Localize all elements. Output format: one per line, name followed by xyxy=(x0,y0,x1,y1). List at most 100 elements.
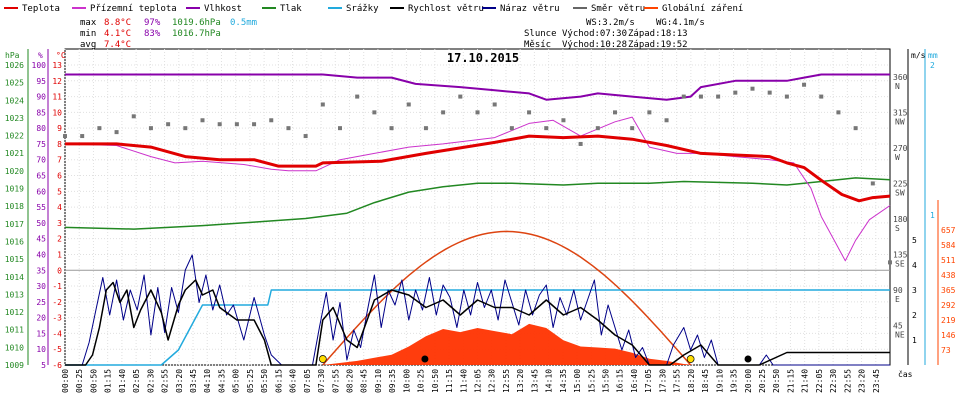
humidity-tick-label: 30 xyxy=(36,282,46,291)
wind-direction-point xyxy=(888,260,892,265)
time-tick-label: 14:35 xyxy=(559,369,568,393)
radiation-tick-label: 219 xyxy=(941,316,956,325)
grid xyxy=(64,49,890,366)
humidity-tick-label: 60 xyxy=(36,187,46,196)
time-tick-label: 18:45 xyxy=(701,369,710,393)
time-tick-label: 15:50 xyxy=(602,369,611,393)
time-tick-label: 22:30 xyxy=(829,369,838,393)
time-tick-label: 11:40 xyxy=(459,369,468,393)
info-moon-set: Západ:19:52 xyxy=(628,40,688,50)
wind-direction-point xyxy=(784,94,789,99)
wind-direction-point xyxy=(63,134,67,139)
humidity-tick-label: 75 xyxy=(36,140,46,149)
wind-direction-point xyxy=(750,86,755,91)
celsius-tick-label: -2 xyxy=(52,298,62,307)
legend-label: Rychlost větru xyxy=(408,4,484,14)
time-tick-label: 01:40 xyxy=(118,369,127,393)
humidity-tick-label: 40 xyxy=(36,250,46,259)
stats-min-temp: 4.1°C xyxy=(104,29,131,39)
rain-tick-label: 2 xyxy=(930,61,935,70)
time-tick-label: 10:00 xyxy=(402,369,411,393)
celsius-tick-label: 2 xyxy=(57,235,62,244)
moon-marker xyxy=(421,355,429,363)
celsius-tick-label: 8 xyxy=(57,140,62,149)
time-tick-label: 16:15 xyxy=(616,369,625,393)
direction-name-label: E xyxy=(895,295,900,304)
series-line-vlhkost xyxy=(65,73,890,101)
wind-direction-point xyxy=(441,110,446,115)
wind-direction-point xyxy=(80,134,85,139)
wind-direction-point xyxy=(114,130,119,135)
info-moon-rise: Východ:10:28 xyxy=(562,40,627,50)
wind-direction-point xyxy=(338,126,342,131)
series-line-sr-ky xyxy=(65,289,890,366)
stats-block: max 8.8°C 97% 1019.6hPa 0.5mm min 4.1°C … xyxy=(80,18,257,50)
humidity-tick-label: 85 xyxy=(36,108,46,117)
time-tick-label: 12:05 xyxy=(474,369,483,393)
wind-direction-point xyxy=(561,118,566,123)
info-sun-label: Slunce xyxy=(524,29,557,39)
direction-name-label: NW xyxy=(895,117,905,126)
series-line-n-raz-v-tru xyxy=(65,254,890,366)
wind-direction-point xyxy=(217,122,222,127)
celsius-tick-label: -3 xyxy=(52,314,62,323)
radiation-tick-label: 657 xyxy=(941,226,956,235)
pressure-tick-label: 1021 xyxy=(5,149,24,158)
legend: Teplota Přízemní teplota Vlhkost Tlak Srážky… xyxy=(4,4,743,14)
pressure-tick-label: 1010 xyxy=(5,343,24,352)
rain-tick-label: 1 xyxy=(930,211,935,220)
wind-direction-point xyxy=(698,94,703,99)
info-wg: WG:4.1m/s xyxy=(656,18,705,28)
humidity-tick-label: 20 xyxy=(36,314,46,323)
direction-deg-label: 45 xyxy=(893,321,903,330)
pressure-tick-label: 1024 xyxy=(5,96,24,105)
time-tick-label: 11:15 xyxy=(445,369,454,393)
wind-speed-tick-label: 5 xyxy=(912,236,917,245)
time-tick-label: 21:15 xyxy=(786,369,795,393)
wind-direction-point xyxy=(372,110,377,115)
radiation-tick-label: 365 xyxy=(941,286,956,295)
info-moon-label: Měsíc xyxy=(524,40,551,50)
celsius-tick-label: 7 xyxy=(57,156,62,165)
time-tick-label: 21:40 xyxy=(801,369,810,393)
time-tick-label: 20:25 xyxy=(758,369,767,393)
pressure-tick-label: 1026 xyxy=(5,61,24,70)
time-tick-label: 07:30 xyxy=(317,369,326,393)
pressure-tick-label: 1023 xyxy=(5,114,24,123)
time-tick-label: 02:55 xyxy=(161,369,170,393)
humidity-tick-label: 35 xyxy=(36,266,46,275)
time-tick-label: 10:25 xyxy=(417,369,426,393)
pressure-tick-label: 1025 xyxy=(5,79,24,88)
wind-direction-point xyxy=(458,94,463,99)
time-tick-label: 02:30 xyxy=(146,369,155,393)
legend-label: Globální záření xyxy=(662,4,743,14)
wind-direction-point xyxy=(733,90,738,95)
direction-name-label: S xyxy=(895,224,900,233)
wind-direction-point xyxy=(630,126,635,131)
celsius-tick-label: 1 xyxy=(57,250,62,259)
direction-deg-label: 180 xyxy=(893,215,908,224)
max-radiation-curve xyxy=(322,230,692,366)
plots xyxy=(63,73,892,366)
direction-name-label: SW xyxy=(895,188,905,197)
radiation-tick-label: 584 xyxy=(941,241,956,250)
wind-direction-point xyxy=(423,126,428,131)
direction-name-label: W xyxy=(895,153,900,162)
time-tick-label: 09:10 xyxy=(374,369,383,393)
time-tick-label: 03:20 xyxy=(175,369,184,393)
humidity-tick-label: 100 xyxy=(32,61,47,70)
time-tick-label: 04:35 xyxy=(217,369,226,393)
pressure-tick-label: 1012 xyxy=(5,308,24,317)
stats-max-label: max xyxy=(80,18,97,28)
sun-marker xyxy=(318,355,327,363)
pressure-tick-label: 1011 xyxy=(5,326,24,335)
time-tick-label: 12:30 xyxy=(488,369,497,393)
legend-label: Teplota xyxy=(22,4,60,14)
time-tick-label: 06:40 xyxy=(289,369,298,393)
left-unit-label: °C xyxy=(56,51,66,60)
series-line-tlak xyxy=(64,177,891,230)
time-tick-label: 17:30 xyxy=(658,369,667,393)
info-sun-set: Západ:18:13 xyxy=(628,29,688,39)
time-tick-label: 13:20 xyxy=(516,369,525,393)
humidity-tick-label: 5 xyxy=(41,361,46,370)
